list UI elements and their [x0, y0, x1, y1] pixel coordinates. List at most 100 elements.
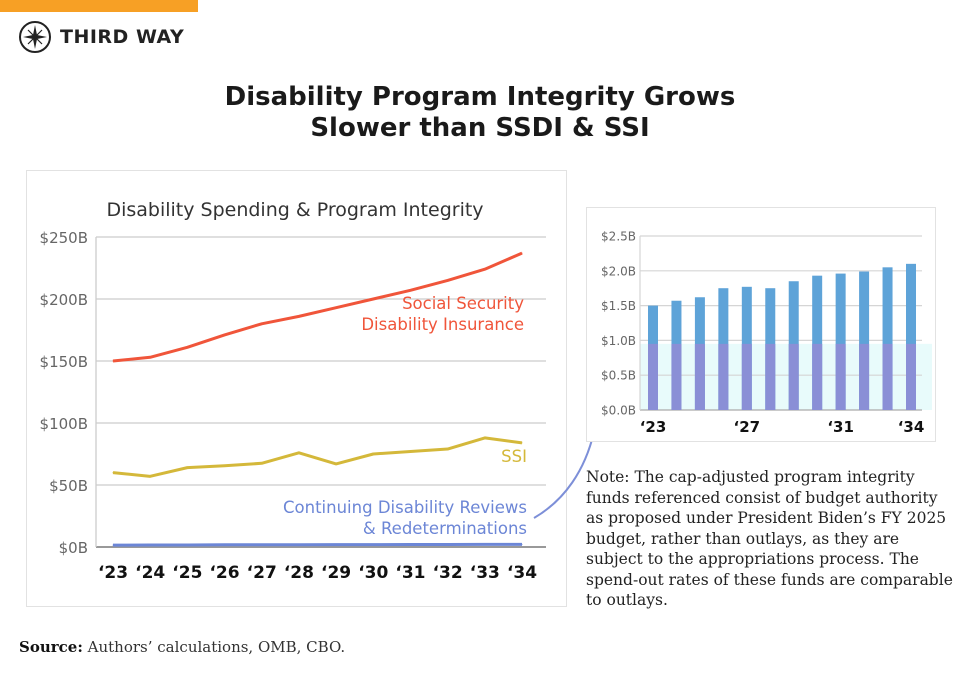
- x-tick-label: ‘25: [172, 563, 202, 583]
- bar-base: [718, 343, 729, 410]
- x-tick-label: ‘34: [507, 563, 537, 583]
- data-point: [298, 452, 300, 454]
- bar: [835, 273, 846, 410]
- source-line: Source: Authors’ calculations, OMB, CBO.: [19, 638, 345, 656]
- title-line-1: Disability Program Integrity Grows: [224, 82, 736, 112]
- bar-base: [765, 343, 776, 410]
- data-point: [224, 465, 226, 467]
- bar: [906, 263, 916, 410]
- y-tick-label: $0B: [59, 539, 88, 557]
- x-tick-label: ‘27: [734, 418, 761, 436]
- line-chart-panel: [26, 170, 567, 607]
- bar-base: [882, 343, 893, 410]
- data-point: [149, 544, 151, 546]
- x-tick-label: ‘23: [98, 563, 128, 583]
- brand-accent-bar: [0, 0, 198, 12]
- bar-base: [694, 343, 705, 410]
- y-tick-label: $200B: [40, 291, 88, 309]
- x-tick-label: ‘27: [247, 563, 277, 583]
- data-point: [261, 462, 263, 464]
- bar: [812, 275, 823, 410]
- bar-base: [835, 343, 846, 410]
- data-point: [409, 451, 411, 453]
- brand-name: THIRD WAY: [60, 26, 185, 48]
- x-tick-label: ‘31: [395, 563, 425, 583]
- data-point: [112, 360, 114, 362]
- series-label: SSI: [501, 447, 527, 466]
- x-tick-label: ‘31: [827, 418, 854, 436]
- title-line-2: Slower than SSDI & SSI: [310, 113, 650, 143]
- data-point: [149, 475, 151, 477]
- x-tick-label: ‘32: [433, 563, 463, 583]
- source-label: Source:: [19, 638, 83, 656]
- data-point: [261, 323, 263, 325]
- data-point: [224, 334, 226, 336]
- data-point: [372, 453, 374, 455]
- data-point: [112, 472, 114, 474]
- series-label: Continuing Disability Reviews: [283, 498, 527, 517]
- data-point: [186, 544, 188, 546]
- connector-arrow: [533, 431, 595, 519]
- data-point: [521, 543, 523, 545]
- data-point: [298, 544, 300, 546]
- y-tick-label: $150B: [40, 353, 88, 371]
- y-tick-label: $2.0B: [601, 264, 636, 278]
- bar-base: [788, 343, 799, 410]
- bar-base: [906, 343, 916, 410]
- series-line-2: [112, 542, 522, 547]
- y-tick-label: $1.0B: [601, 334, 636, 348]
- compass-icon: [19, 21, 51, 53]
- data-point: [149, 356, 151, 358]
- bar-base: [741, 343, 752, 410]
- data-point: [484, 543, 486, 545]
- data-point: [484, 437, 486, 439]
- logo: THIRD WAY: [18, 20, 184, 54]
- y-tick-label: $0.0B: [601, 404, 636, 418]
- bar-base: [812, 343, 823, 410]
- data-point: [186, 346, 188, 348]
- x-tick-label: ‘28: [284, 563, 314, 583]
- x-tick-label: ‘30: [358, 563, 388, 583]
- x-tick-label: ‘24: [135, 563, 165, 583]
- x-tick-label: ‘26: [209, 563, 239, 583]
- data-point: [521, 252, 523, 254]
- data-point: [261, 544, 263, 546]
- bar-base: [648, 343, 658, 410]
- bar: [882, 267, 893, 410]
- data-point: [186, 467, 188, 469]
- series-label: Social Security: [402, 294, 524, 313]
- chart-title: Disability Spending & Program Integrity: [106, 199, 483, 221]
- data-point: [447, 544, 449, 546]
- series-line-1: [112, 436, 523, 478]
- data-point: [298, 315, 300, 317]
- x-tick-label: ‘33: [470, 563, 500, 583]
- data-point: [447, 279, 449, 281]
- y-tick-label: $0.5B: [601, 369, 636, 383]
- x-tick-label: ‘23: [640, 418, 667, 436]
- page-title: Disability Program Integrity Grows Slowe…: [0, 82, 960, 144]
- series-label: Disability Insurance: [361, 315, 524, 334]
- y-tick-label: $100B: [40, 415, 88, 433]
- data-point: [335, 307, 337, 309]
- bar-base: [671, 343, 682, 410]
- y-tick-label: $50B: [49, 477, 88, 495]
- data-point: [372, 298, 374, 300]
- bar: [859, 271, 870, 410]
- x-tick-label: ‘29: [321, 563, 351, 583]
- data-point: [409, 544, 411, 546]
- note-text: Note: The cap-adjusted program integrity…: [586, 468, 953, 609]
- data-point: [521, 442, 523, 444]
- x-tick-label: ‘34: [898, 418, 925, 436]
- y-tick-label: $250B: [40, 229, 88, 247]
- bar-base: [859, 343, 870, 410]
- data-point: [335, 544, 337, 546]
- y-tick-label: $2.5B: [601, 230, 636, 244]
- y-tick-label: $1.5B: [601, 299, 636, 313]
- data-point: [224, 544, 226, 546]
- data-point: [484, 268, 486, 270]
- source-text: Authors’ calculations, OMB, CBO.: [87, 638, 346, 656]
- data-point: [112, 544, 114, 546]
- data-point: [372, 544, 374, 546]
